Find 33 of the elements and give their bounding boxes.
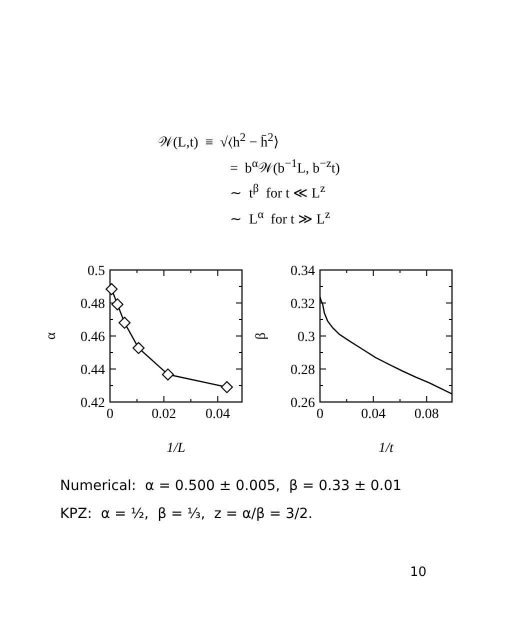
- y-tick-label: 0.3: [298, 330, 315, 345]
- y-tick-label: 0.34: [290, 264, 315, 279]
- x-axis-title: 1/t: [378, 441, 394, 456]
- text: = b$^{α}$𝒲(b$^{−1}$L, b$^{−z}$t): [229, 156, 340, 178]
- point: [106, 283, 118, 296]
- text: 10: [410, 564, 427, 582]
- x-tick-label: 0: [106, 407, 114, 422]
- text: ∼ L$^{α}$ for t ≫ L$^{z}$: [229, 206, 332, 230]
- point: [132, 342, 145, 354]
- y-tick-label: 0.48: [80, 297, 105, 312]
- y-tick-label: 0.28: [290, 363, 315, 378]
- y-axis-title: α: [44, 332, 59, 340]
- x-tick-label: 0.04: [361, 407, 386, 422]
- text: 𝒲(L,t) ≡ √⟨h$^{2}$ − h̄$^{2}$⟩: [158, 130, 280, 153]
- point: [118, 316, 131, 329]
- x-tick-label: 0: [316, 407, 324, 422]
- point: [162, 368, 174, 380]
- x-tick-label: 0.02: [152, 407, 176, 422]
- x-axis-title: 1/L: [166, 441, 186, 456]
- x-tick-label: 0.08: [414, 407, 439, 422]
- y-tick-label: 0.46: [80, 330, 105, 345]
- y-tick-label: 0.44: [80, 363, 105, 378]
- y-axis-title: β: [254, 332, 269, 340]
- point: [111, 298, 124, 310]
- point: [220, 381, 233, 394]
- text: ∼ t$^{β}$ for t ≪ L$^{z}$: [229, 181, 326, 204]
- text: KPZ: α = ½, β = ⅓, z = α/β = 3/2.: [60, 505, 314, 524]
- text: Numerical: α = 0.500 ± 0.005, β = 0.33 ± 0.01: [60, 477, 402, 496]
- y-tick-label: 0.26: [290, 396, 315, 411]
- y-tick-label: 0.32: [290, 297, 315, 312]
- y-tick-label: 0.5: [88, 264, 105, 279]
- x-tick-label: 0.04: [206, 407, 230, 422]
- y-tick-label: 0.42: [80, 396, 105, 411]
